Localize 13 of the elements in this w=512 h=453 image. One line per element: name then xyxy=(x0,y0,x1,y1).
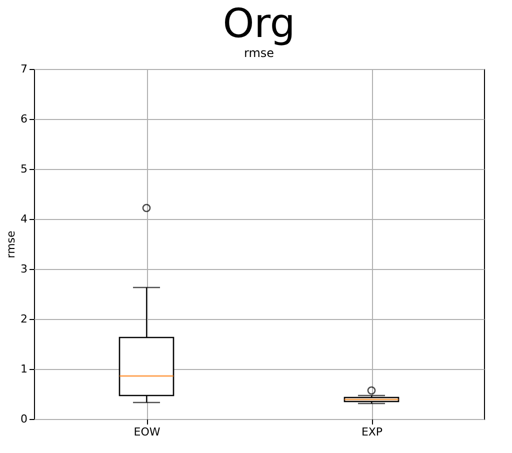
y-tick-label: 4 xyxy=(20,212,28,226)
y-tick-label: 5 xyxy=(20,162,28,176)
y-tick-label: 2 xyxy=(20,312,28,326)
y-tick-label: 0 xyxy=(20,412,28,426)
y-tick-label: 3 xyxy=(20,262,28,276)
y-tick-label: 7 xyxy=(20,62,28,76)
y-tick-label: 1 xyxy=(20,362,28,376)
chart-title: Org xyxy=(222,1,296,47)
y-tick-label: 6 xyxy=(20,112,28,126)
chart-subtitle: rmse xyxy=(244,46,274,60)
y-axis-title: rmse xyxy=(4,230,18,258)
x-tick-label: EXP xyxy=(361,426,383,438)
x-tick-label: EOW xyxy=(134,426,160,438)
